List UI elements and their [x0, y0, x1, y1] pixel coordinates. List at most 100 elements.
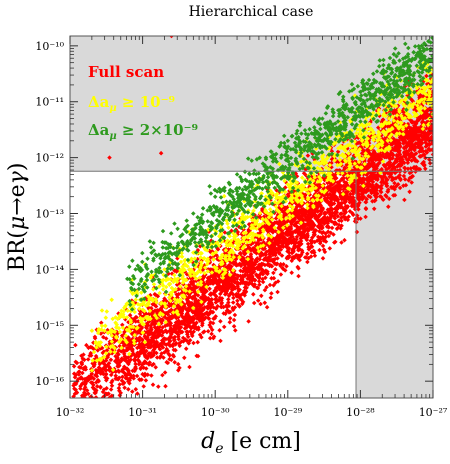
scatter-point	[133, 387, 139, 392]
scatter-point	[91, 404, 96, 409]
scatter-point	[87, 405, 92, 410]
scatter-point	[232, 312, 238, 318]
scatter-point	[130, 389, 135, 394]
scatter-point	[320, 256, 326, 261]
scatter-point	[231, 324, 237, 329]
scatter-point	[92, 416, 97, 421]
scatter-point	[101, 402, 106, 407]
scatter-point	[238, 250, 243, 256]
scatter-point	[255, 298, 261, 303]
scatter-point	[81, 400, 86, 405]
scatter-point	[163, 383, 168, 389]
scatter-point	[268, 295, 274, 300]
scatter-point	[348, 191, 353, 197]
scatter-point	[312, 253, 318, 258]
scatter-point	[177, 365, 182, 371]
scatter-point	[85, 357, 91, 362]
scatter-point	[156, 384, 161, 389]
scatter-point	[195, 339, 200, 345]
scatter-point	[100, 402, 105, 407]
scatter-point	[118, 406, 123, 411]
scatter-point	[91, 407, 96, 412]
scatter-point	[109, 297, 114, 303]
scatter-point	[97, 416, 102, 421]
scatter-point	[150, 382, 156, 387]
scatter-point	[187, 364, 192, 370]
scatter-point	[89, 402, 94, 407]
scatter-point	[141, 384, 146, 389]
scatter-point	[99, 407, 104, 412]
scatter-point	[93, 395, 99, 398]
scatter-point	[227, 316, 233, 321]
scatter-point	[305, 251, 310, 257]
scatter-point	[259, 293, 264, 299]
scatter-point	[97, 400, 102, 405]
scatter-point	[85, 415, 90, 420]
scatter-point	[278, 272, 284, 277]
scatter-point	[105, 414, 110, 419]
scatter-point	[74, 399, 79, 404]
scatter-point	[103, 398, 108, 403]
scatter-point	[235, 298, 240, 303]
scatter-point	[98, 384, 103, 390]
chart-title: Hierarchical case	[189, 4, 314, 20]
scatter-point	[84, 404, 89, 409]
scatter-point	[80, 399, 85, 404]
scatter-point	[296, 273, 301, 279]
scatter-point	[262, 300, 268, 306]
scatter-point	[143, 378, 149, 383]
scatter-point	[76, 432, 81, 437]
scatter-point	[73, 400, 78, 405]
scatter-point	[73, 342, 78, 348]
scatter-point	[346, 214, 351, 219]
scatter-point	[273, 267, 278, 272]
scatter-point	[329, 225, 335, 231]
scatter-points-layer	[70, 36, 433, 437]
scatter-point	[226, 297, 231, 302]
scatter-point	[90, 417, 95, 422]
scatter-point	[91, 413, 96, 418]
scatter-point	[233, 328, 238, 333]
scatter-point	[75, 425, 80, 430]
scatter-point	[149, 373, 154, 378]
scatter-point	[182, 355, 187, 361]
scatter-point	[183, 346, 189, 351]
scatter-point	[281, 262, 286, 267]
scatter-point	[230, 300, 236, 305]
scatter-point	[133, 297, 139, 302]
scatter-point	[85, 404, 90, 409]
scatter-point	[94, 403, 99, 408]
scatter-point	[103, 397, 108, 398]
scatter-point	[96, 404, 101, 409]
scatter-point	[70, 401, 75, 406]
scatter-point	[104, 309, 110, 314]
scatter-point	[251, 292, 256, 297]
scatter-point	[117, 382, 122, 387]
scatter-point	[231, 317, 237, 323]
scatter-point	[218, 338, 223, 344]
scatter-point	[269, 276, 274, 281]
scatter-point	[133, 361, 138, 367]
scatter-point	[86, 410, 91, 415]
scatter-point	[221, 324, 227, 330]
scatter-point	[205, 329, 211, 334]
scatter-point	[258, 301, 263, 307]
scatter-point	[271, 270, 276, 276]
scatter-point	[227, 319, 233, 325]
scatter-point	[256, 279, 262, 284]
scatter-point	[267, 282, 273, 288]
scatter-point	[402, 165, 408, 171]
scatter-point	[109, 383, 115, 388]
scatter-point	[103, 315, 109, 320]
scatter-point	[327, 246, 333, 251]
scatter-point	[218, 319, 223, 324]
scatter-point	[226, 225, 231, 230]
scatter-point	[87, 404, 92, 409]
scatter-point	[305, 259, 310, 265]
scatter-point	[269, 291, 274, 296]
scatter-point	[264, 304, 270, 310]
scatter-point	[289, 270, 294, 275]
scatter-point	[217, 328, 222, 333]
